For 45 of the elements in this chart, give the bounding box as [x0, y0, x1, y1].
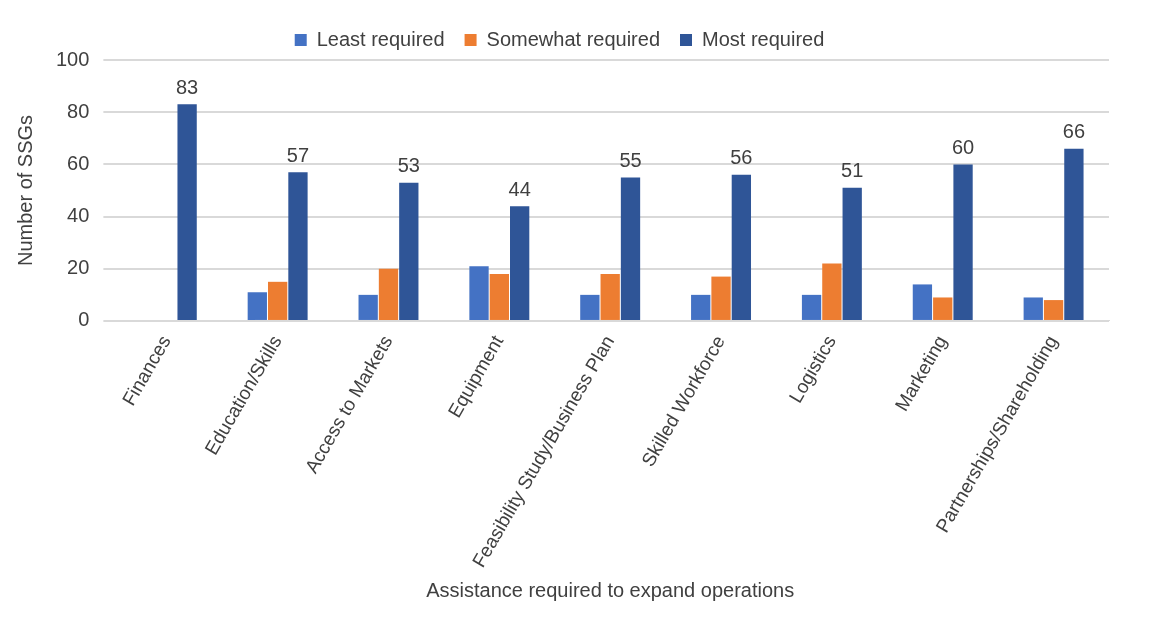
bar	[1064, 148, 1084, 320]
legend-label: Most required	[702, 27, 825, 50]
bar	[1043, 300, 1064, 320]
x-axis-title: Assistance required to expand operations	[426, 578, 795, 601]
y-tick-label: 60	[67, 151, 90, 174]
bar	[1023, 297, 1043, 320]
y-tick-label: 20	[67, 256, 90, 279]
bar	[358, 294, 378, 320]
bar	[801, 294, 822, 320]
data-label: 51	[841, 159, 864, 182]
bar	[469, 266, 489, 320]
legend-label: Least required	[316, 27, 445, 50]
data-label: 55	[619, 148, 642, 171]
data-label: 83	[175, 75, 199, 98]
data-label: 56	[730, 146, 753, 169]
data-label: 44	[508, 177, 531, 200]
bar	[912, 284, 933, 320]
y-tick-label: 80	[67, 99, 90, 122]
y-tick-label: 100	[55, 47, 90, 70]
bar	[691, 294, 711, 320]
bar	[731, 174, 752, 320]
bar	[247, 292, 267, 320]
bar	[822, 263, 842, 320]
data-label: 53	[397, 154, 420, 177]
data-label: 66	[1062, 120, 1086, 143]
bar	[580, 294, 600, 320]
bar	[399, 182, 419, 320]
bar	[378, 268, 399, 320]
bar	[267, 281, 288, 320]
bar	[288, 172, 308, 320]
bar	[489, 273, 509, 320]
bar	[600, 273, 620, 320]
bar	[510, 206, 530, 320]
y-tick-label: 0	[78, 308, 90, 331]
y-axis-title: Number of SSGs	[13, 114, 36, 267]
legend-label: Somewhat required	[486, 27, 661, 50]
bar	[711, 276, 731, 320]
y-tick-label: 40	[67, 204, 90, 227]
bar	[177, 104, 197, 320]
data-label: 57	[286, 143, 310, 166]
bar	[842, 187, 862, 320]
bar	[933, 297, 953, 320]
data-label: 60	[951, 135, 975, 158]
bar	[620, 177, 641, 320]
bar	[953, 164, 973, 320]
